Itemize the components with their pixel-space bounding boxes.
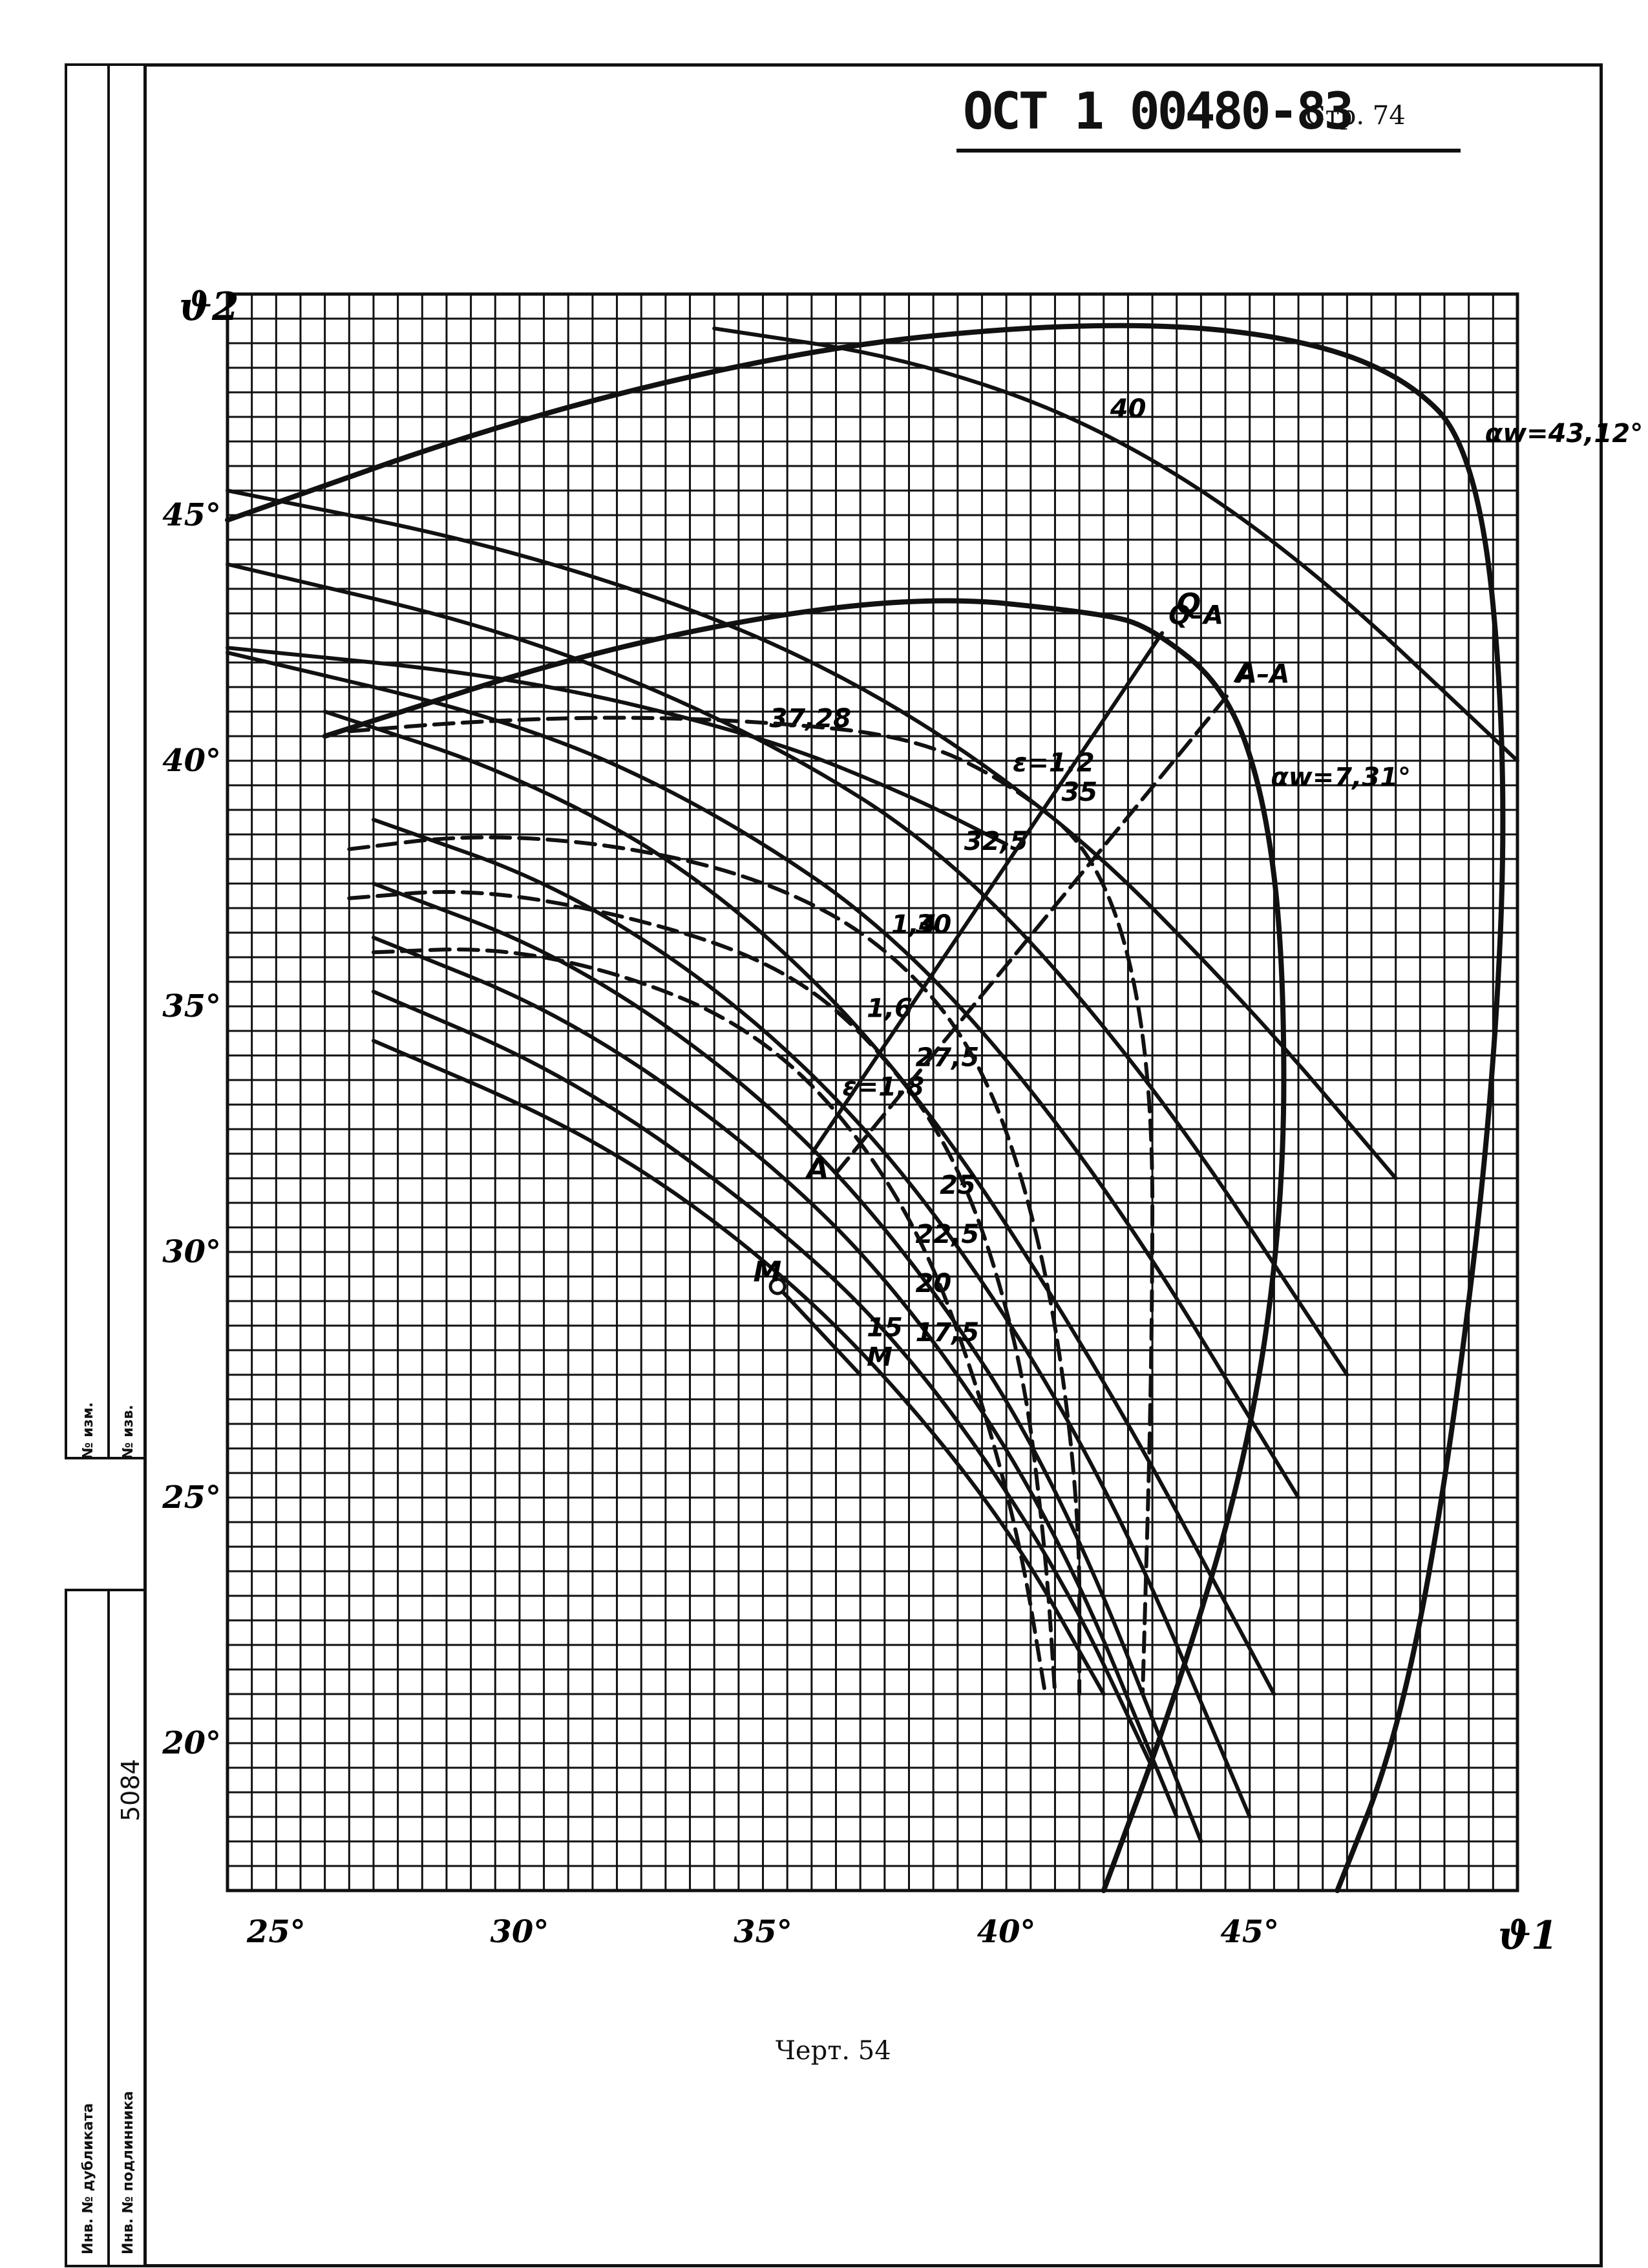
series-line <box>226 650 1301 1500</box>
series-line <box>225 323 1506 1893</box>
y-tick-label: 45° <box>162 497 221 533</box>
series-label: 40 <box>1110 394 1146 424</box>
series-label: 15 <box>867 1313 903 1342</box>
page-number: Стр. 74 <box>1305 101 1406 131</box>
series-label: 30 <box>915 910 951 940</box>
y-tick-label: 20° <box>162 1725 221 1761</box>
x-tick-label: 25° <box>246 1914 306 1950</box>
series-label: 32,5 <box>964 827 1028 856</box>
series-label: 22,5 <box>915 1220 979 1249</box>
series-line <box>226 562 1349 1377</box>
y-tick-label: 30° <box>162 1234 221 1270</box>
series-line <box>347 890 1057 1696</box>
series-line <box>371 882 1203 1843</box>
figure-caption: Черт. 54 <box>776 2036 891 2066</box>
annotation-label: M <box>753 1256 781 1289</box>
side-stamp-column-d <box>107 1589 146 2267</box>
x-tick-label: 45° <box>1220 1914 1279 1950</box>
y-tick-label: 40° <box>162 743 221 779</box>
x-axis-label: ϑ1 <box>1498 1913 1558 1958</box>
series-line <box>371 1039 1106 1696</box>
series-label: 35 <box>1061 778 1097 807</box>
series-label: 1,6 <box>867 993 913 1023</box>
series-line <box>834 690 1232 1176</box>
side-stamp-column-b <box>107 63 146 1459</box>
series-label: αw=43,12° <box>1485 419 1643 449</box>
y-tick-label: 25° <box>162 1479 221 1516</box>
series-line <box>809 631 1165 1156</box>
series-line <box>322 710 1276 1696</box>
point-m-marker <box>768 1277 787 1295</box>
series-label: A–A <box>1235 660 1290 690</box>
side-stamp: № изм. № изв. 5084 Инв. № дубликата Инв.… <box>65 63 146 2267</box>
annotation-label: A <box>1233 656 1257 689</box>
document-header: ОСТ 1 00480-83 Стр. 74 <box>956 78 1461 153</box>
series-line <box>371 818 1252 1819</box>
series-label: 17,5 <box>915 1318 979 1348</box>
y-axis-label: ϑ2 <box>179 284 239 330</box>
x-tick-label: 35° <box>734 1914 792 1950</box>
series-line <box>371 935 1179 1819</box>
x-tick-label: 30° <box>491 1914 549 1950</box>
series-line <box>322 598 1287 1893</box>
series-line <box>226 646 1009 847</box>
series-line <box>347 835 1082 1696</box>
series-line <box>371 990 1155 1770</box>
annotation-label: Q <box>1177 588 1201 620</box>
x-tick-label: 40° <box>977 1914 1036 1950</box>
series-label: Q–A <box>1168 600 1223 630</box>
document-code: ОСТ 1 00480-83 <box>963 83 1354 141</box>
annotation-label: A <box>805 1152 829 1185</box>
series-label: M <box>867 1342 893 1372</box>
y-tick-label: 35° <box>162 988 221 1024</box>
series-label: αw=7,31° <box>1271 763 1411 792</box>
series-line <box>712 326 1519 763</box>
series-line <box>347 715 1155 1696</box>
series-line <box>226 489 1398 1180</box>
series-label: 1,4 <box>891 910 937 940</box>
series-line <box>776 1284 863 1377</box>
plot-border <box>226 292 1519 1892</box>
series-line <box>371 947 1048 1696</box>
